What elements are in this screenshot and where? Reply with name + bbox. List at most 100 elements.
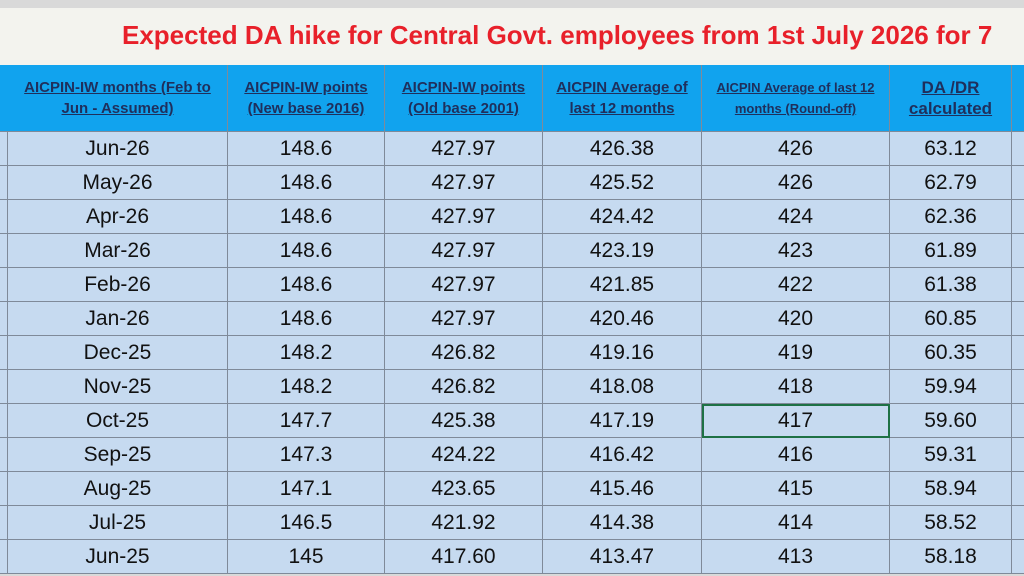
cell: 60.35: [890, 336, 1012, 370]
cell: 420.46: [543, 302, 702, 336]
header-text: AICPIN-IW points (Old base 2001): [401, 79, 526, 117]
cell: [0, 472, 8, 506]
cell: [1012, 200, 1024, 234]
cell: Apr-26: [8, 200, 228, 234]
cell: 424.42: [543, 200, 702, 234]
cell: 62.79: [890, 166, 1012, 200]
cell: 148.6: [228, 234, 385, 268]
cell: 148.6: [228, 166, 385, 200]
cell: 415: [702, 472, 890, 506]
header-cell: AICPIN Average of last 12 months (Round-…: [702, 65, 890, 132]
cell: [1012, 472, 1024, 506]
cell: 148.2: [228, 336, 385, 370]
header-text: AICPIN-IW months (Feb to Jun - Assumed): [24, 79, 211, 117]
cell: Jul-25: [8, 506, 228, 540]
title: Expected DA hike for Central Govt. emplo…: [122, 20, 993, 50]
header-text: AICPIN-IW points (New base 2016): [244, 79, 368, 117]
cell: 58.52: [890, 506, 1012, 540]
cell: [0, 438, 8, 472]
cell: 147.1: [228, 472, 385, 506]
cell: 427.97: [385, 200, 543, 234]
cell: 418: [702, 370, 890, 404]
cell: 426: [702, 166, 890, 200]
cell: 413: [702, 540, 890, 574]
cell: May-26: [8, 166, 228, 200]
cell: [1012, 404, 1024, 438]
cell: 59.60: [890, 404, 1012, 438]
cell: [0, 132, 8, 166]
cell: 148.6: [228, 200, 385, 234]
cell: 418.08: [543, 370, 702, 404]
cell: [0, 506, 8, 540]
cell: 427.97: [385, 302, 543, 336]
cell: 423.19: [543, 234, 702, 268]
cell: [1012, 302, 1024, 336]
cell: Aug-25: [8, 472, 228, 506]
cell: 427.97: [385, 234, 543, 268]
cell: Dec-25: [8, 336, 228, 370]
cell: 58.18: [890, 540, 1012, 574]
cell: 61.89: [890, 234, 1012, 268]
cell: 415.46: [543, 472, 702, 506]
cell: [0, 268, 8, 302]
cell: 416.42: [543, 438, 702, 472]
cell: [1012, 268, 1024, 302]
header-text: AICPIN Average of last 12 months: [556, 79, 688, 117]
cell: 61.38: [890, 268, 1012, 302]
cell: [0, 370, 8, 404]
cell: 63.12: [890, 132, 1012, 166]
cell: 423: [702, 234, 890, 268]
cell: 148.6: [228, 268, 385, 302]
cell: 424.22: [385, 438, 543, 472]
cell: Nov-25: [8, 370, 228, 404]
cell: Oct-25: [8, 404, 228, 438]
cell: [1012, 336, 1024, 370]
cell: 146.5: [228, 506, 385, 540]
cell: 419.16: [543, 336, 702, 370]
cell: 426.38: [543, 132, 702, 166]
header-cell: AICPIN Average of last 12 months: [543, 65, 702, 132]
cell: [1012, 540, 1024, 574]
cell: 427.97: [385, 268, 543, 302]
header-text: DA /DR calculated: [908, 78, 993, 118]
cell: [1012, 506, 1024, 540]
cell: [0, 200, 8, 234]
header-cell: [1012, 65, 1024, 132]
cell: 414.38: [543, 506, 702, 540]
cell: [0, 166, 8, 200]
cell: 419: [702, 336, 890, 370]
cell: Jan-26: [8, 302, 228, 336]
cell: 60.85: [890, 302, 1012, 336]
cell: 59.31: [890, 438, 1012, 472]
cell: 148.2: [228, 370, 385, 404]
cell: Jun-25: [8, 540, 228, 574]
cell: [0, 336, 8, 370]
cell: 422: [702, 268, 890, 302]
cell: 427.97: [385, 166, 543, 200]
cell: 417.60: [385, 540, 543, 574]
cell: 416: [702, 438, 890, 472]
cell: 421.85: [543, 268, 702, 302]
cell: 423.65: [385, 472, 543, 506]
cell: [0, 540, 8, 574]
cell: 421.92: [385, 506, 543, 540]
cell: [1012, 132, 1024, 166]
cell: 62.36: [890, 200, 1012, 234]
cell: 427.97: [385, 132, 543, 166]
header-text: AICPIN Average of last 12 months (Round-…: [716, 80, 875, 116]
cell: 420: [702, 302, 890, 336]
cell: 59.94: [890, 370, 1012, 404]
cell: 424: [702, 200, 890, 234]
cell: [1012, 438, 1024, 472]
cell: [0, 302, 8, 336]
cell: 417: [702, 404, 890, 438]
cell: 413.47: [543, 540, 702, 574]
cell: [1012, 166, 1024, 200]
cell: Jun-26: [8, 132, 228, 166]
cell: 148.6: [228, 302, 385, 336]
cell: 414: [702, 506, 890, 540]
cell: 417.19: [543, 404, 702, 438]
header-cell: AICPIN-IW points (Old base 2001): [385, 65, 543, 132]
cell: [1012, 234, 1024, 268]
